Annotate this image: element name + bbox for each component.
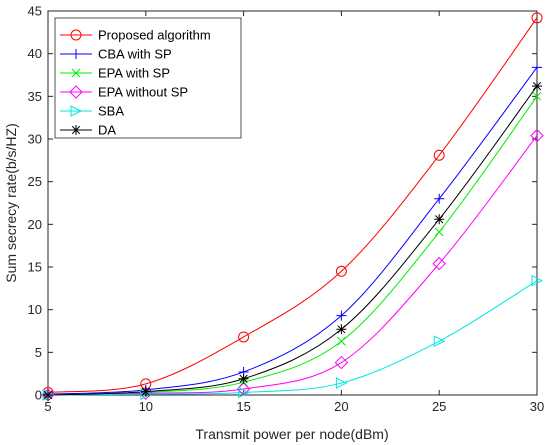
data-point — [434, 193, 445, 204]
data-point — [336, 310, 347, 321]
y-tick-label: 35 — [28, 89, 42, 104]
legend-marker — [71, 49, 81, 59]
legend-label: DA — [98, 123, 116, 138]
series-line — [47, 280, 538, 396]
y-axis-label: Sum secrecy rate(b/s/HZ) — [3, 123, 19, 282]
x-tick-label: 15 — [236, 399, 250, 414]
x-tick-label: 10 — [139, 399, 153, 414]
data-point — [532, 91, 542, 101]
x-tick-label: 25 — [432, 399, 446, 414]
data-point — [334, 355, 349, 370]
x-axis-label: Transmit power per node(dBm) — [195, 426, 388, 442]
legend-label: CBA with SP — [98, 47, 172, 62]
legend-marker — [69, 85, 83, 99]
data-point — [238, 373, 249, 384]
data-point — [43, 390, 53, 400]
data-point — [434, 214, 445, 225]
data-point — [532, 62, 542, 73]
data-point — [530, 128, 544, 143]
data-point — [335, 377, 348, 389]
data-point — [532, 81, 542, 92]
y-tick-labels: 0 5 10 15 20 25 30 35 40 45 — [28, 4, 42, 403]
y-tick-label: 20 — [28, 217, 42, 232]
data-point — [336, 324, 347, 335]
legend-box — [54, 17, 242, 139]
data-point — [335, 265, 347, 277]
data-point — [140, 386, 151, 397]
x-tick-label: 5 — [44, 399, 51, 414]
legend-marker — [70, 105, 83, 117]
y-tick-label: 5 — [35, 345, 42, 360]
legend-label: EPA without SP — [98, 85, 188, 100]
y-tick-label: 30 — [28, 132, 42, 147]
data-point — [433, 149, 445, 161]
series-markers — [41, 12, 544, 402]
y-tick-label: 40 — [28, 46, 42, 61]
data-point — [531, 274, 544, 287]
legend-label: Proposed algorithm — [98, 28, 211, 43]
legend-label: SBA — [98, 104, 124, 119]
legend-marker — [71, 125, 81, 135]
data-point — [337, 336, 346, 346]
data-point — [238, 386, 250, 399]
y-tick-label: 10 — [28, 302, 42, 317]
legend-marker — [71, 68, 81, 78]
y-tick-label: 15 — [28, 260, 42, 275]
y-tick-label: 0 — [35, 388, 42, 403]
data-point — [238, 331, 250, 343]
x-tick-label: 20 — [334, 399, 348, 414]
legend-marker — [70, 29, 82, 41]
legend-label: EPA with SP — [98, 66, 170, 81]
y-tick-label: 45 — [28, 4, 42, 19]
legend: Proposed algorithm CBA with SP EPA with SP… — [54, 17, 242, 139]
x-tick-labels: 5 10 15 20 25 30 — [44, 399, 544, 414]
series-line — [47, 17, 538, 393]
data-point — [434, 227, 444, 237]
data-point — [531, 12, 543, 24]
y-tick-label: 25 — [28, 174, 42, 189]
x-tick-label: 30 — [530, 399, 544, 414]
data-point — [433, 335, 446, 348]
data-point — [41, 388, 55, 402]
data-point — [432, 256, 446, 271]
